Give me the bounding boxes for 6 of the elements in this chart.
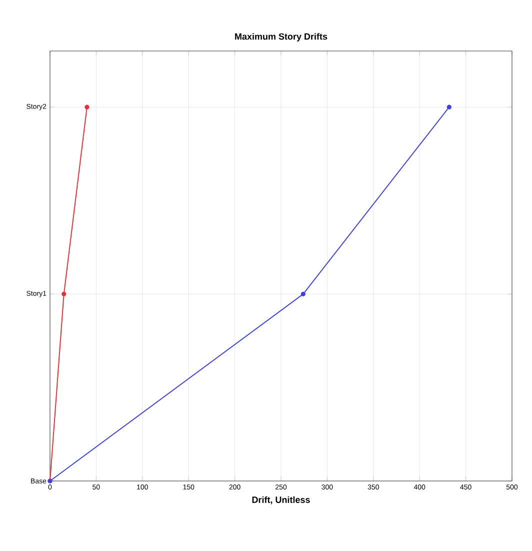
point <box>300 292 306 296</box>
chart-title: Maximum Story Drifts <box>235 33 328 42</box>
point <box>84 104 90 110</box>
point <box>62 292 66 296</box>
point <box>446 104 452 110</box>
x-axis-title: Drift, Unitless <box>252 496 310 504</box>
